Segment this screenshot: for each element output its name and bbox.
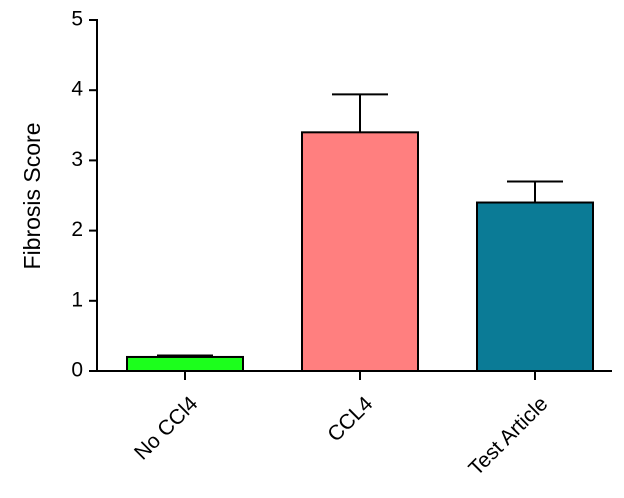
y-tick-label: 3 [71, 148, 83, 171]
y-tick-label: 0 [71, 359, 83, 382]
y-tick-label: 1 [71, 288, 83, 311]
bar [476, 201, 594, 372]
bar [126, 355, 244, 372]
y-tick-label: 5 [71, 8, 83, 31]
y-tick-label: 4 [71, 78, 83, 101]
x-tick-label: Test Article [464, 392, 552, 480]
y-tick-label: 2 [71, 218, 83, 241]
x-tick-label: CCL4 [323, 392, 377, 446]
bar [301, 131, 419, 372]
x-tick-label: No CCl4 [130, 392, 203, 465]
y-axis-label: Fibrosis Score [19, 123, 45, 270]
